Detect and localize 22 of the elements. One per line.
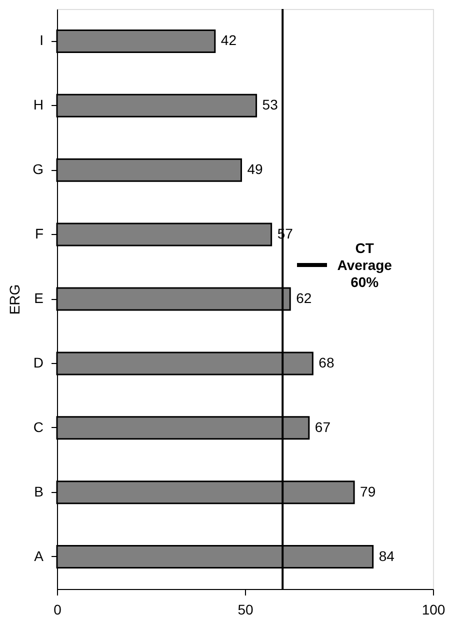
data-label: 79 — [360, 483, 376, 500]
y-tick-label: D — [33, 354, 44, 370]
y-tick-label: A — [34, 548, 44, 564]
y-axis-title: ERG — [6, 284, 23, 315]
y-tick-label: E — [34, 290, 44, 306]
data-label: 67 — [314, 418, 331, 435]
data-label: 68 — [318, 354, 334, 370]
y-tick-label: I — [40, 32, 44, 48]
y-tick-label: B — [34, 483, 44, 500]
y-tick-label: C — [33, 418, 44, 435]
y-tick-label: F — [34, 226, 44, 242]
y-tick-label: G — [32, 161, 44, 178]
x-tick-label: 50 — [238, 602, 254, 618]
data-label: 62 — [296, 290, 312, 306]
y-tick-label: H — [33, 96, 44, 113]
ref-line-label: CT Average 60% — [337, 240, 392, 290]
data-label: 49 — [247, 161, 264, 178]
data-label: 53 — [262, 96, 278, 113]
data-label: 84 — [378, 548, 395, 564]
x-tick-label: 0 — [54, 602, 62, 618]
x-tick-label: 100 — [422, 602, 446, 618]
data-label: 42 — [220, 32, 237, 48]
